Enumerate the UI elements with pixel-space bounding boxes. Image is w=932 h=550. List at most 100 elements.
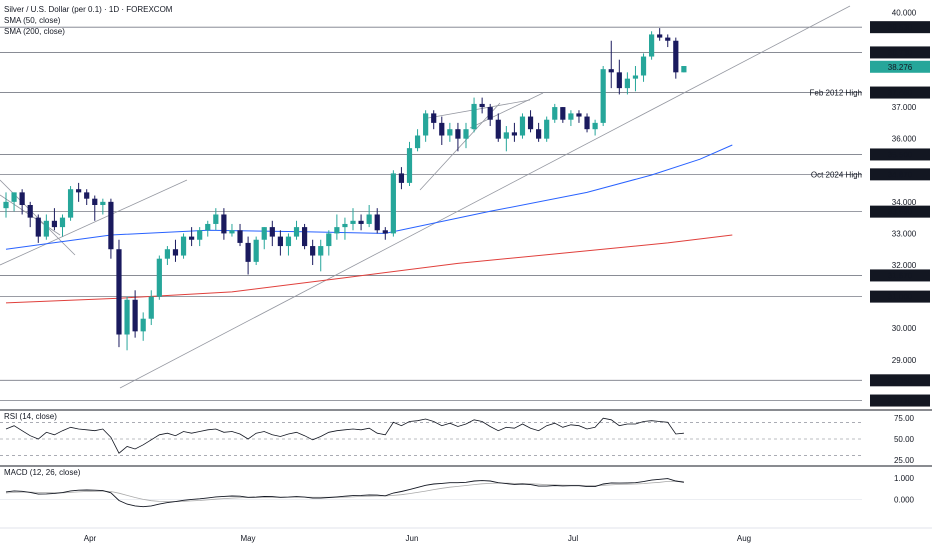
trendline xyxy=(0,179,188,266)
candle-body xyxy=(229,230,235,234)
candle-body xyxy=(35,217,41,237)
level-price-label: 28.350 xyxy=(888,376,913,385)
candle-body xyxy=(632,75,639,79)
candle-body xyxy=(527,116,534,130)
candle-body xyxy=(205,223,211,231)
x-axis-label: Aug xyxy=(737,534,751,543)
trendline xyxy=(469,92,544,129)
candle-body xyxy=(406,148,413,183)
candle-body xyxy=(285,236,292,247)
candle-body xyxy=(301,227,308,247)
level-price-box xyxy=(870,46,930,59)
candle-body xyxy=(358,220,364,224)
candle-body xyxy=(640,56,647,76)
candle-body xyxy=(649,34,655,57)
rsi-tick-label: 75.00 xyxy=(894,414,915,423)
candle-body xyxy=(318,246,324,256)
x-axis-label: Apr xyxy=(84,534,97,543)
level-name-label: Feb 2012 High xyxy=(810,89,862,98)
macd-signal-line xyxy=(5,480,684,502)
candle-body xyxy=(116,249,122,335)
level-price-box xyxy=(870,205,930,218)
candle-body xyxy=(487,107,493,120)
trendline xyxy=(419,102,501,191)
x-axis-label: Jul xyxy=(568,534,578,543)
level-price-label: 37.460 xyxy=(888,89,913,98)
candle-body xyxy=(390,173,396,234)
candle-body xyxy=(180,236,187,256)
macd-line xyxy=(5,478,684,508)
candle-body xyxy=(624,78,630,89)
candle-body xyxy=(455,129,461,139)
rsi-tick-label: 50.00 xyxy=(894,435,915,444)
candle-body xyxy=(245,242,251,262)
level-price-label: 33.690 xyxy=(888,208,913,217)
candle-body xyxy=(592,122,598,130)
candle-body xyxy=(269,227,275,237)
level-price-label: 27.710 xyxy=(888,397,913,406)
level-price-box xyxy=(870,374,930,387)
candle-body xyxy=(511,132,518,136)
level-price-box xyxy=(870,86,930,99)
candle-body xyxy=(43,220,49,237)
candle-body xyxy=(366,214,372,224)
candle-body xyxy=(132,299,138,332)
sma200-legend: SMA (200, close) xyxy=(4,27,65,36)
rsi-tick-label: 25.00 xyxy=(894,456,915,465)
candle-body xyxy=(503,132,509,139)
candle-body xyxy=(665,37,671,41)
level-price-label: 38.730 xyxy=(888,48,913,57)
candle-body xyxy=(293,227,300,237)
level-price-box xyxy=(870,168,930,181)
candle-body xyxy=(164,249,170,259)
price-tick-label: 40.000 xyxy=(892,8,917,17)
candle-body xyxy=(447,129,453,136)
level-name-label: Oct 2024 High xyxy=(811,170,862,179)
candle-body xyxy=(237,230,243,243)
candle-body xyxy=(19,192,25,205)
chart-title: Silver / U.S. Dollar (per 0.1) · 1D · FO… xyxy=(4,5,173,14)
candle-body xyxy=(310,246,316,256)
level-price-box xyxy=(870,290,930,303)
sma200-line xyxy=(5,234,733,304)
macd-tick-label: 1.000 xyxy=(894,474,915,483)
candle-body xyxy=(560,107,566,120)
candle-body xyxy=(673,40,679,73)
x-axis-label: May xyxy=(240,534,255,543)
level-price-box xyxy=(870,394,930,407)
candle-body xyxy=(657,34,663,38)
candle-body xyxy=(92,198,98,205)
candle-body xyxy=(471,103,477,130)
level-price-label: 34.870 xyxy=(888,170,913,179)
candle-body xyxy=(51,220,58,228)
candle-body xyxy=(334,227,340,234)
candle-body xyxy=(616,72,622,89)
x-axis-label: Jun xyxy=(406,534,419,543)
price-tick-label: 29.000 xyxy=(892,356,917,365)
candle-body xyxy=(439,122,445,136)
rsi-line xyxy=(5,417,684,454)
sma50-line xyxy=(5,144,733,250)
candle-body xyxy=(84,192,90,199)
trendline xyxy=(0,179,76,256)
candle-body xyxy=(681,66,687,73)
sma50-legend: SMA (50, close) xyxy=(4,16,61,25)
trendline xyxy=(119,5,851,389)
candle-body xyxy=(552,107,558,120)
candle-body xyxy=(76,189,82,193)
candle-body xyxy=(544,119,550,139)
candle-body xyxy=(140,318,146,332)
candle-body xyxy=(221,214,227,234)
candle-body xyxy=(148,296,154,319)
last-price-box xyxy=(870,60,930,73)
candle-body xyxy=(463,129,469,139)
chart-legend: Silver / U.S. Dollar (per 0.1) · 1D · FO… xyxy=(4,4,172,37)
price-tick-label: 32.000 xyxy=(892,261,917,270)
level-price-box xyxy=(870,21,930,34)
candle-body xyxy=(197,230,203,240)
rsi-label: RSI (14, close) xyxy=(4,412,57,421)
level-price-box xyxy=(870,148,930,161)
price-tick-label: 36.000 xyxy=(892,135,917,144)
candle-body xyxy=(277,236,283,247)
